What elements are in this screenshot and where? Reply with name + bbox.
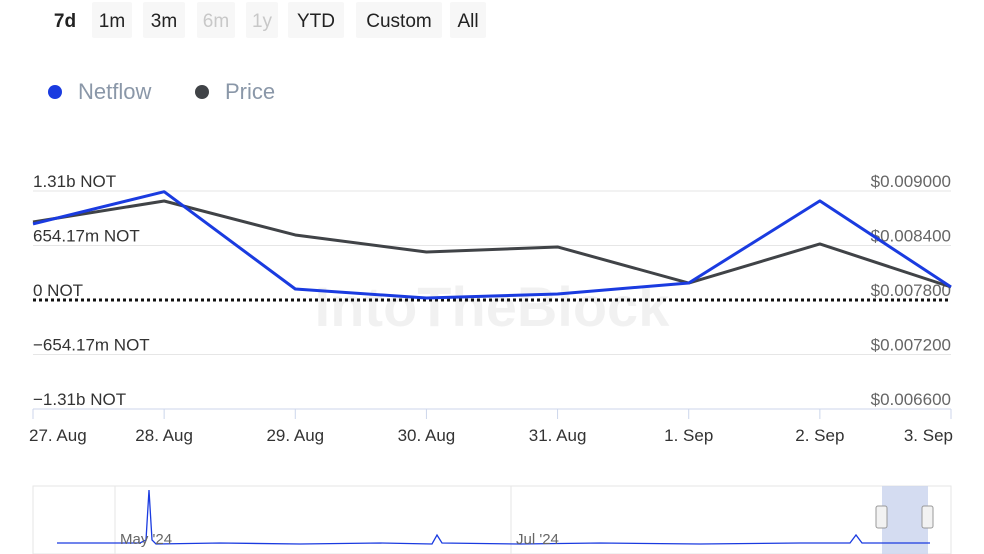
navigator-label: May '24 (120, 531, 172, 548)
x-tick-label: 3. Sep (904, 426, 953, 445)
navigator-line (57, 489, 930, 545)
x-tick-label: 2. Sep (795, 426, 844, 445)
range-button-label[interactable]: 3m (151, 11, 177, 32)
range-button-label[interactable]: Custom (366, 11, 431, 32)
range-button-label: 6m (203, 11, 229, 32)
range-button[interactable] (143, 2, 185, 38)
watermark: IntoTheBlock (315, 275, 671, 338)
y2-tick-label: $0.006600 (871, 390, 951, 409)
navigator-selection[interactable] (882, 486, 928, 554)
legend-marker (48, 85, 62, 99)
range-button-label[interactable]: 1m (99, 11, 125, 32)
range-button[interactable] (48, 2, 82, 38)
y2-tick-label: $0.007800 (871, 281, 951, 300)
range-button-label: 1y (252, 11, 273, 32)
y2-tick-label: $0.008400 (871, 227, 951, 246)
range-button-label[interactable]: All (457, 11, 478, 32)
y-tick-label: 0 NOT (33, 281, 83, 300)
range-button-label[interactable]: 7d (54, 11, 76, 32)
x-tick-label: 29. Aug (266, 426, 324, 445)
range-button (246, 2, 278, 38)
y-tick-label: 654.17m NOT (33, 227, 140, 246)
x-tick-label: 27. Aug (29, 426, 87, 445)
range-button[interactable] (450, 2, 486, 38)
range-button[interactable] (356, 2, 442, 38)
x-tick-label: 31. Aug (529, 426, 587, 445)
x-tick-label: 30. Aug (398, 426, 456, 445)
y2-tick-label: $0.009000 (871, 172, 951, 191)
navigator-handle[interactable] (875, 505, 888, 529)
range-button[interactable] (288, 2, 344, 38)
y-tick-label: −1.31b NOT (33, 390, 126, 409)
legend-label[interactable]: Netflow (78, 79, 151, 104)
legend-marker (195, 85, 209, 99)
range-button[interactable] (92, 2, 132, 38)
y-tick-label: −654.17m NOT (33, 336, 150, 355)
x-tick-label: 28. Aug (135, 426, 193, 445)
legend-label[interactable]: Price (225, 79, 275, 104)
series-line (32, 190, 952, 300)
navigator-label: Jul '24 (516, 531, 559, 548)
y2-tick-label: $0.007200 (871, 336, 951, 355)
x-tick-label: 1. Sep (664, 426, 713, 445)
navigator-handle[interactable] (921, 505, 934, 529)
range-button (197, 2, 235, 38)
y-tick-label: 1.31b NOT (33, 172, 116, 191)
range-button-label[interactable]: YTD (297, 11, 335, 32)
